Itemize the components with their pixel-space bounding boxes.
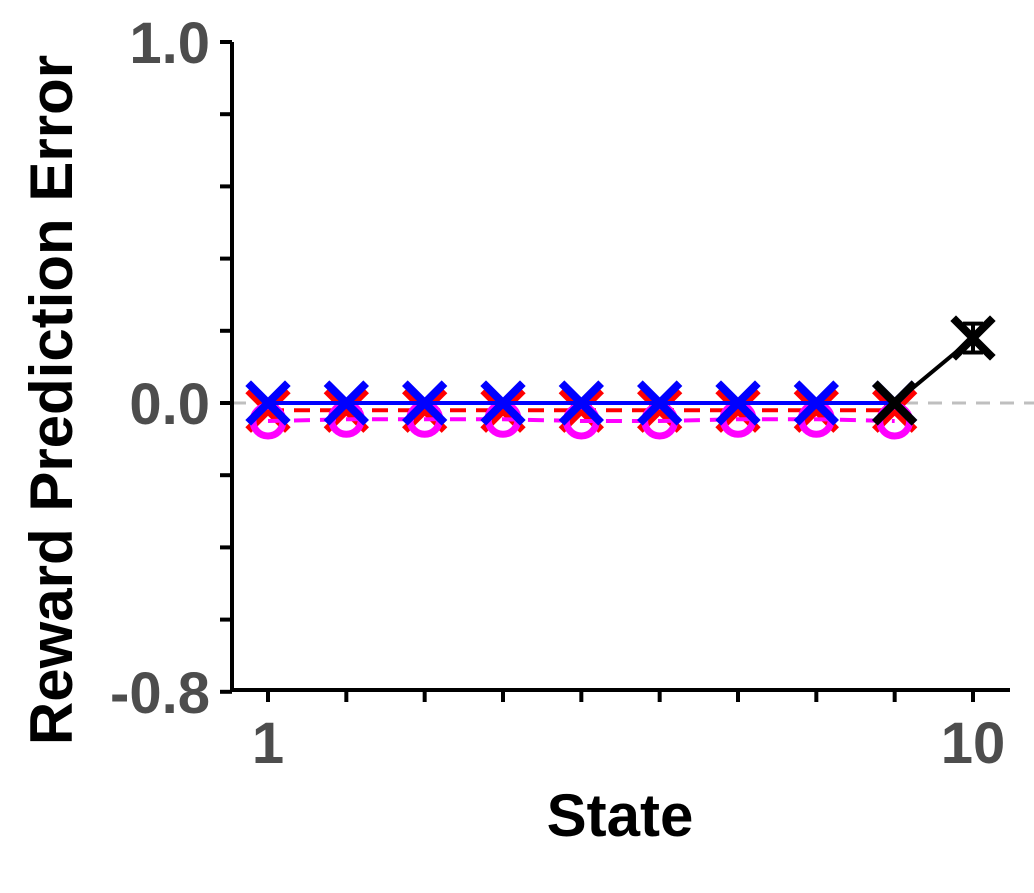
series-2-point-3: [480, 380, 526, 426]
series-2-point-6: [715, 380, 761, 426]
series-2-point-5: [637, 380, 683, 426]
series-2-point-1: [323, 380, 369, 426]
y-tick-label-1: 0.0: [129, 372, 210, 437]
series-3: [872, 315, 996, 426]
x-tick-label-0: 1: [252, 711, 284, 776]
y-tick-label-2: -0.8: [110, 661, 210, 726]
series-1-line: [267, 417, 895, 424]
axes-layer: [220, 40, 1010, 702]
tick-labels-layer: 1.0 0.0 -0.8 1 10: [110, 11, 1005, 776]
series-2-point-2: [402, 380, 448, 426]
x-axis-title: State: [547, 782, 694, 849]
y-axis-title: Reward Prediction Error: [18, 55, 85, 745]
y-tick-label-0: 1.0: [129, 11, 210, 76]
series-2-point-7: [793, 380, 839, 426]
series-3-point-1: [950, 315, 996, 361]
series-2-point-0: [245, 380, 291, 426]
x-tick-label-1: 10: [941, 711, 1006, 776]
series-3-point-0: [872, 380, 918, 426]
series-0-point-8: [872, 387, 918, 433]
series-layer: [245, 315, 996, 440]
series-2-point-4: [558, 380, 604, 426]
